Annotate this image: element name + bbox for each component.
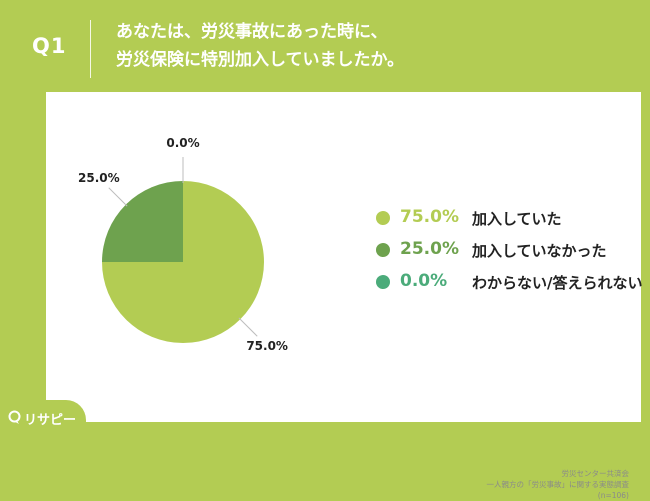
source-line-1: 労災センター共済会 xyxy=(561,469,630,478)
pie-chart: 75.0% 25.0% 0.0% xyxy=(78,136,288,353)
source-note: 労災センター共済会 一人親方の「労災事故」に関する実態調査 (n=106) xyxy=(487,468,630,501)
legend-value-not-joined: 25.0% xyxy=(400,239,459,259)
legend-value-unknown: 0.0% xyxy=(400,271,448,291)
legend-label-joined: 加入していた xyxy=(472,210,562,228)
legend-value-joined: 75.0% xyxy=(400,207,459,227)
header-divider xyxy=(90,20,91,78)
question-line-1: あなたは、労災事故にあった時に、 xyxy=(116,22,388,42)
brand-name: リサピー xyxy=(24,413,77,428)
leader-line-not-joined xyxy=(108,187,128,207)
data-label-not-joined: 25.0% xyxy=(78,171,120,185)
legend-swatch-joined xyxy=(376,211,390,225)
legend-label-unknown: わからない/答えられない xyxy=(472,274,643,292)
legend-label-not-joined: 加入していなかった xyxy=(472,242,607,260)
question-line-2: 労災保険に特別加入していましたか。 xyxy=(116,50,405,70)
pie-slice-not-joined xyxy=(102,181,183,262)
data-label-joined: 75.0% xyxy=(246,339,288,353)
question-number: Q1 xyxy=(32,34,67,58)
legend-swatch-not-joined xyxy=(376,243,390,257)
leader-line-joined xyxy=(238,317,258,337)
speech-bubble-icon xyxy=(8,410,21,424)
brand-logo: リサピー xyxy=(0,400,86,434)
legend-swatch-unknown xyxy=(376,275,390,289)
chart-panel: 75.0% 25.0% 0.0% 75.0% 加入していた 25.0% 加入していな… xyxy=(46,92,643,500)
source-line-2: 一人親方の「労災事故」に関する実態調査 xyxy=(486,480,630,489)
sample-size: (n=106) xyxy=(597,491,629,500)
data-label-unknown: 0.0% xyxy=(166,136,199,150)
header: Q1 あなたは、労災事故にあった時に、 労災保険に特別加入していましたか。 xyxy=(0,0,650,92)
question-text: あなたは、労災事故にあった時に、 労災保険に特別加入していましたか。 xyxy=(116,18,404,74)
